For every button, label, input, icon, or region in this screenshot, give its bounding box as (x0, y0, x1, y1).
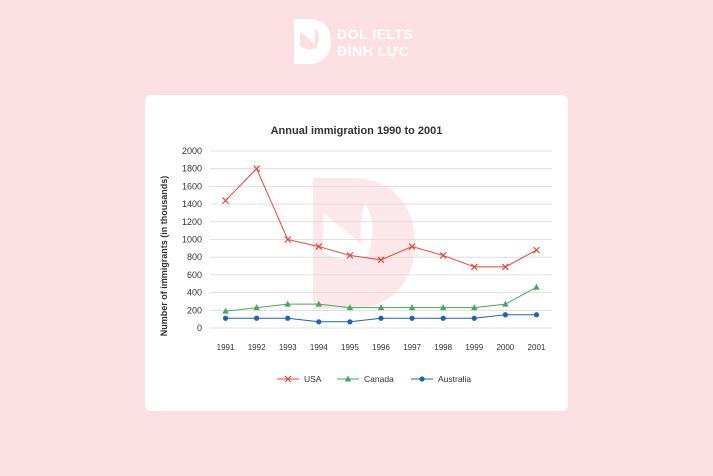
x-tick-label: 1991 (217, 343, 235, 352)
y-tick-label: 800 (187, 252, 202, 262)
data-point-canada (408, 304, 416, 311)
x-tick-label: 1994 (310, 343, 328, 352)
legend-item-canada: Canada (337, 374, 394, 384)
x-tick-label: 1996 (372, 343, 390, 352)
data-point-australia (471, 315, 477, 321)
data-point-canada (284, 300, 291, 307)
x-tick-label: 2000 (496, 343, 514, 352)
brand-logo: DOL IELTS ĐÌNH LỰC (292, 16, 432, 70)
chart-title: Annual immigration 1990 to 2001 (270, 125, 443, 137)
data-point-australia (316, 319, 322, 325)
y-tick-label: 2000 (182, 146, 202, 156)
y-tick-label: 1400 (182, 199, 202, 209)
data-point-usa (253, 165, 261, 173)
data-point-usa (284, 236, 292, 243)
data-point-canada (533, 283, 540, 290)
y-tick-label: 1200 (182, 217, 202, 227)
data-point-australia (440, 315, 446, 321)
x-tick-label: 1992 (248, 343, 266, 352)
legend-label-canada: Canada (364, 374, 394, 384)
y-tick-label: 0 (197, 323, 202, 333)
data-point-canada (222, 307, 229, 314)
brand-name-line1: DOL IELTS (337, 26, 414, 42)
brand-name-line2: ĐÌNH LỰC (337, 43, 410, 59)
data-point-usa (408, 243, 416, 251)
legend-item-usa: USA (277, 374, 322, 384)
legend-label-australia: Australia (438, 374, 471, 384)
x-tick-label: 1993 (279, 343, 297, 352)
x-tick-label: 1995 (341, 343, 359, 352)
x-tick-label: 2001 (528, 343, 546, 352)
data-point-australia (533, 312, 540, 318)
data-point-australia (409, 315, 415, 321)
data-point-canada (315, 300, 323, 307)
data-point-canada (377, 304, 385, 311)
y-tick-label: 600 (187, 270, 202, 280)
data-point-usa (377, 256, 385, 264)
data-point-usa (222, 197, 229, 204)
data-point-australia (222, 315, 229, 321)
y-tick-label: 1800 (182, 164, 202, 174)
legend-marker-usa (284, 375, 292, 383)
data-point-usa (439, 252, 447, 259)
x-tick-label: 1998 (434, 343, 452, 352)
data-point-canada (253, 304, 260, 311)
data-point-usa (470, 263, 478, 271)
data-point-australia (502, 312, 508, 318)
y-tick-label: 400 (187, 288, 202, 298)
legend-marker-canada (344, 375, 352, 382)
data-point-australia (347, 319, 353, 325)
legend-item-australia: Australia (411, 374, 471, 384)
y-axis-label: Number of immigrants (in thousands) (159, 176, 169, 337)
watermark-logo-icon (313, 178, 415, 309)
legend-label-usa: USA (304, 374, 322, 384)
data-point-usa (315, 243, 323, 251)
dol-logo-icon (294, 19, 331, 64)
data-point-australia (285, 315, 291, 321)
data-point-australia (254, 315, 260, 321)
y-tick-label: 1600 (182, 181, 202, 191)
legend-marker-australia (419, 376, 425, 382)
data-point-canada (346, 304, 354, 311)
data-point-usa (533, 246, 540, 254)
line-chart: 0 200 400 600 800 1000 1200 1400 1600 1800 2000 19… (159, 146, 552, 384)
chart-card: 0 200 400 600 800 1000 1200 1400 1600 1800 2000 19… (145, 95, 568, 411)
x-tick-label: 1997 (403, 343, 421, 352)
x-tick-label: 1999 (465, 343, 483, 352)
y-tick-label: 200 (187, 305, 202, 315)
data-point-australia (378, 315, 384, 321)
data-point-canada (502, 300, 509, 307)
data-point-canada (439, 304, 447, 311)
data-point-canada (471, 304, 478, 311)
y-tick-label: 1000 (182, 235, 202, 245)
data-point-usa (501, 263, 509, 271)
data-point-usa (346, 252, 354, 259)
